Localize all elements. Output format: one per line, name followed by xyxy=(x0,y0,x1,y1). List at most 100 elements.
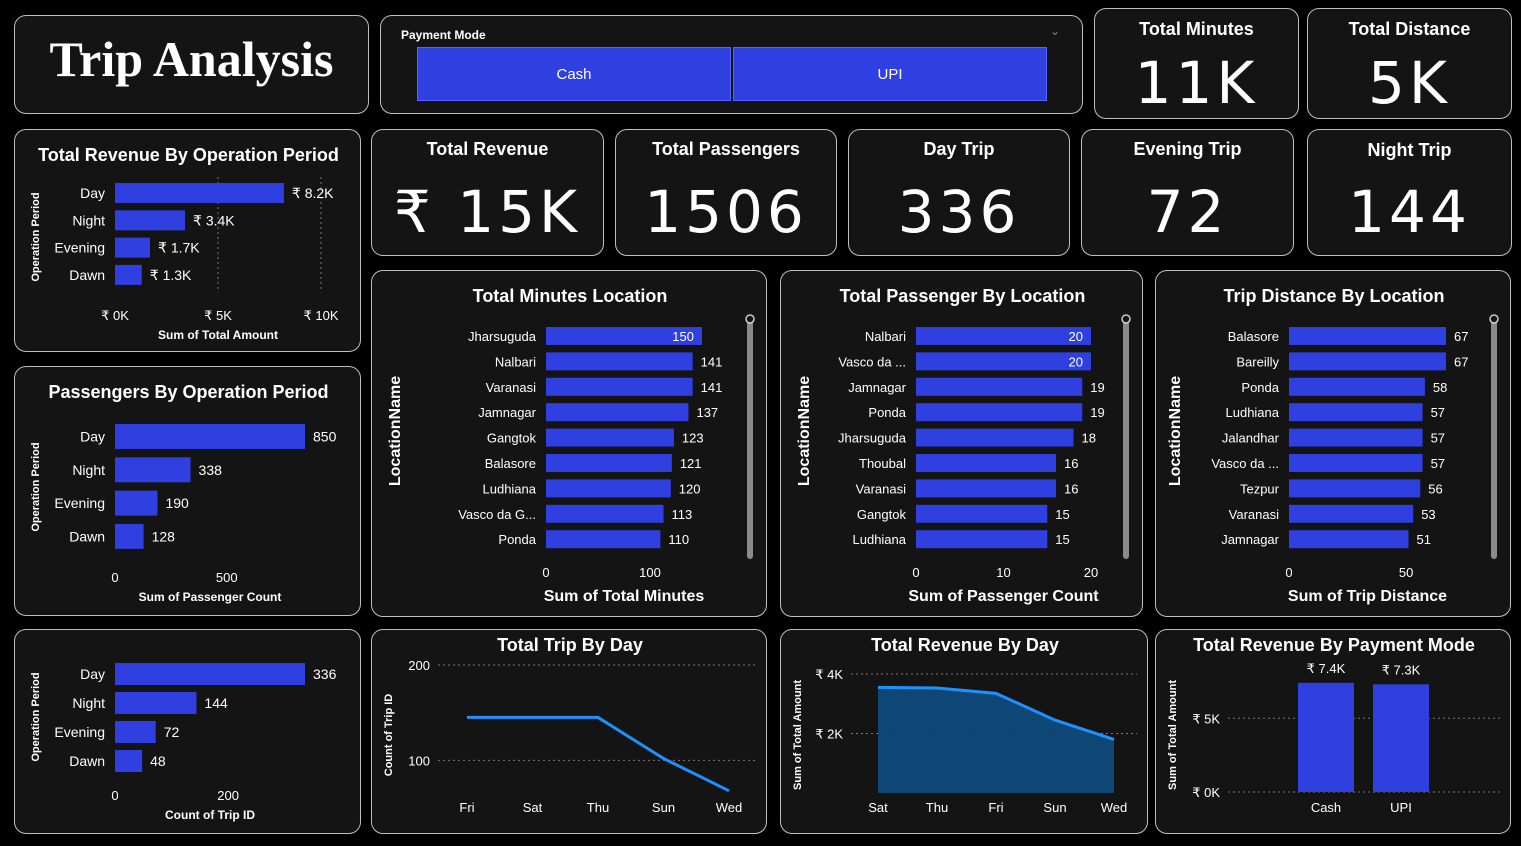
category-label: Bareilly xyxy=(1236,354,1279,369)
data-label: 15 xyxy=(1055,507,1069,522)
category-label: Jamnagar xyxy=(848,380,906,395)
data-label: 336 xyxy=(313,666,337,682)
kpi-label: Total Revenue xyxy=(426,139,549,159)
kpi-night-trip: Night Trip 144 xyxy=(1307,129,1512,256)
category-label: Vasco da ... xyxy=(1211,456,1279,471)
category-label: Balasore xyxy=(485,456,536,471)
x-tick-label: Sat xyxy=(523,800,543,815)
title-card: Trip Analysis xyxy=(14,15,369,114)
kpi-label: Total Distance xyxy=(1348,19,1471,39)
y-axis-label: LocationName xyxy=(796,376,813,486)
data-label: 144 xyxy=(204,695,228,711)
y-axis-label: Operation Period xyxy=(30,672,42,761)
bar xyxy=(546,479,671,498)
data-label: 58 xyxy=(1433,380,1447,395)
slicer-label: Payment Mode xyxy=(401,28,486,42)
data-label: ₹ 1.7K xyxy=(158,240,200,256)
y-tick-label: ₹ 4K xyxy=(815,667,843,682)
x-tick-label: Thu xyxy=(587,800,609,815)
data-label: 67 xyxy=(1454,354,1468,369)
x-tick-label: 0 xyxy=(1285,565,1292,580)
data-label: ₹ 3.4K xyxy=(193,212,235,228)
slicer-option-cash[interactable]: Cash xyxy=(417,47,731,101)
bar xyxy=(916,428,1074,447)
chart-title: Total Trip By Day xyxy=(497,635,643,655)
bar xyxy=(1289,530,1409,549)
kpi-label: Total Passengers xyxy=(652,139,800,159)
data-label: ₹ 1.3K xyxy=(150,267,192,283)
data-label: 67 xyxy=(1454,329,1468,344)
category-label: Day xyxy=(80,185,105,201)
category-label: Varanasi xyxy=(856,481,906,496)
chevron-down-icon[interactable]: ⌄ xyxy=(1049,24,1060,38)
kpi-label: Day Trip xyxy=(923,139,995,159)
category-label: Varanasi xyxy=(486,380,536,395)
category-label: Ludhiana xyxy=(1226,405,1280,420)
kpi-total-minutes: Total Minutes 11K xyxy=(1094,8,1299,119)
y-axis-label: Sum of Total Amount xyxy=(1167,680,1179,790)
x-tick-label: Cash xyxy=(1311,800,1341,815)
x-tick-label: Sun xyxy=(652,800,675,815)
category-label: Dawn xyxy=(69,753,105,769)
bar xyxy=(546,377,693,396)
data-label: 51 xyxy=(1417,532,1431,547)
bar xyxy=(115,237,151,258)
bar xyxy=(916,454,1056,472)
chart-revenue-by-day-svg: Total Revenue By Day ₹ 2K ₹ 4K Sat Thu Fri Sun… xyxy=(792,635,1137,815)
kpi-value: 72 xyxy=(1146,178,1229,246)
category-label: Evening xyxy=(54,240,105,256)
chart-passengers-by-period: Passengers By Operation Period Day 850 Nigh… xyxy=(14,366,361,616)
x-tick-label: Sun xyxy=(1043,800,1066,815)
data-label: 48 xyxy=(150,753,166,769)
kpi-total-distance: Total Distance 5K xyxy=(1307,8,1512,119)
x-tick-label: 0 xyxy=(111,788,118,803)
data-label: 16 xyxy=(1064,481,1078,496)
chart-revenue-by-day: Total Revenue By Day ₹ 2K ₹ 4K Sat Thu Fri Sun… xyxy=(780,629,1148,834)
chart-trips-by-day-svg: Total Trip By Day 100 200 Fri Sat Thu Sun Wed Co… xyxy=(383,635,756,815)
x-axis-label: Count of Trip ID xyxy=(165,808,255,822)
x-tick-label: UPI xyxy=(1390,800,1412,815)
data-label: 16 xyxy=(1064,456,1078,471)
kpi-total-revenue: Total Revenue ₹ 15K xyxy=(371,129,604,256)
data-label: 128 xyxy=(152,528,176,544)
data-label: 53 xyxy=(1421,507,1435,522)
y-tick-label: 100 xyxy=(408,753,430,768)
x-axis-label: Sum of Total Minutes xyxy=(544,588,705,605)
data-label: 57 xyxy=(1431,456,1445,471)
category-label: Ponda xyxy=(498,532,536,547)
kpi-evening-trip: Evening Trip 72 xyxy=(1081,129,1294,256)
chart-title: Passengers By Operation Period xyxy=(48,382,328,402)
y-axis-label: Operation Period xyxy=(30,192,42,281)
category-label: Ludhiana xyxy=(483,481,537,496)
bar xyxy=(916,504,1048,523)
bar xyxy=(546,352,693,371)
bar xyxy=(1289,428,1423,447)
scroll-handle xyxy=(745,314,755,324)
data-label: 57 xyxy=(1431,431,1445,446)
chart-revenue-by-period-svg: Total Revenue By Operation Period Day ₹ 8.… xyxy=(30,145,339,342)
bar xyxy=(1373,684,1429,792)
x-axis-label: Sum of Passenger Count xyxy=(908,588,1099,605)
data-label: 72 xyxy=(164,724,180,740)
chart-minutes-by-location-svg: Total Minutes Location Jharsuguda 150 Nalba… xyxy=(387,286,755,605)
category-label: Nalbari xyxy=(865,329,906,344)
category-label: Night xyxy=(72,212,105,228)
x-tick-label: 0 xyxy=(912,565,919,580)
y-axis-label: Sum of Total Amount xyxy=(792,680,804,790)
chart-passengers-by-location-svg: Total Passenger By Location Nalbari 20 Vasc… xyxy=(796,286,1131,605)
data-label: 19 xyxy=(1090,405,1104,420)
series-line xyxy=(467,715,730,793)
slicer-option-upi[interactable]: UPI xyxy=(733,47,1047,101)
data-label: 18 xyxy=(1082,431,1096,446)
kpi-value: 1506 xyxy=(644,178,808,246)
data-label: 141 xyxy=(701,354,723,369)
category-label: Jalandhar xyxy=(1222,431,1280,446)
bar xyxy=(546,403,689,422)
bar xyxy=(1298,682,1354,792)
x-tick-label: 10 xyxy=(996,565,1010,580)
kpi-value: 336 xyxy=(897,178,1021,246)
bar xyxy=(115,490,158,516)
chart-title: Total Minutes Location xyxy=(473,286,668,306)
x-tick-label: Fri xyxy=(988,800,1003,815)
series-line xyxy=(877,685,1115,741)
